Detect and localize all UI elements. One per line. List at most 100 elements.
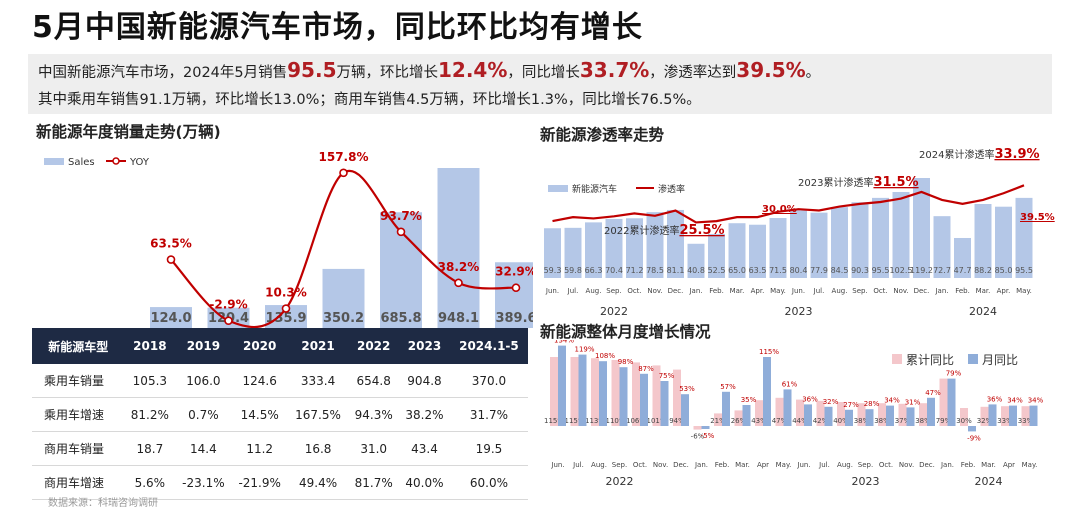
bar-monthly [660, 381, 669, 426]
table-cell: 19.5 [449, 431, 528, 466]
bar-label: 135.9 [265, 311, 306, 326]
bar-cumulative [1001, 406, 1009, 426]
bar-nev [933, 216, 951, 278]
table-header-cell: 2020 [231, 328, 288, 364]
x-tick-label: Nov. [899, 461, 914, 469]
bar-cumulative [734, 410, 743, 426]
legend-marker-yoy [112, 157, 120, 165]
bar-cumulative [939, 378, 948, 426]
bar-nev [974, 204, 992, 278]
bar-label: 59.8 [564, 266, 582, 275]
x-tick-label: Jul. [813, 287, 825, 295]
page-title: 5月中国新能源汽车市场，同比环比均有增长 [32, 10, 643, 45]
table-cell: 81.2% [124, 397, 176, 432]
yoy-label: 157.8% [319, 150, 369, 164]
x-tick-label: Apr. [997, 287, 1011, 295]
bar-monthly [599, 361, 607, 426]
x-tick-label: Jan. [940, 461, 954, 469]
bar-cumulative [1021, 406, 1030, 426]
bar-cumulative [796, 399, 804, 426]
penetration-annotation: 30.0% [762, 204, 797, 215]
x-tick-label: Nov. [653, 461, 668, 469]
table-cell: 31.7% [449, 397, 528, 432]
bar-label: 85.0 [995, 266, 1013, 275]
bar-cumulative [714, 413, 722, 426]
bar-label: 34% [1007, 397, 1023, 405]
bar-monthly [558, 345, 566, 426]
table-cell: 31.0 [348, 431, 400, 466]
x-tick-label: May. [1022, 461, 1038, 469]
bar-label: 119.2 [910, 266, 933, 275]
bar-label: 115% [564, 417, 584, 425]
x-tick-label: Mar. [976, 287, 991, 295]
bar-label: 61% [782, 380, 798, 388]
year-label: 2022 [600, 305, 628, 318]
bar-cumulative [898, 403, 907, 426]
penetration-line [552, 184, 1025, 224]
x-tick-label: Apr. [751, 287, 765, 295]
table-header-cell: 2022 [348, 328, 400, 364]
table-header-cell: 2024.1-5 [449, 328, 528, 364]
x-tick-label: Jan. [694, 461, 708, 469]
bar-nev [769, 218, 787, 278]
bar-label: 124.0 [150, 311, 191, 326]
x-tick-label: Dec. [914, 287, 930, 295]
summary-text: ，渗透率达到 [649, 65, 737, 81]
bar-label: 59.3 [544, 266, 562, 275]
table-cell: 38.2% [399, 397, 450, 432]
bar-label: 40.8 [687, 266, 705, 275]
bar-label: 115% [544, 417, 564, 425]
bar-cumulative [857, 403, 866, 426]
x-tick-label: May. [776, 461, 792, 469]
yoy-marker [281, 304, 291, 313]
table-cell: 124.6 [231, 364, 288, 398]
bar-label: 34% [1028, 397, 1044, 405]
bar-label: 38% [874, 417, 890, 425]
table-header-cell: 2023 [399, 328, 450, 364]
table-cell: 14.5% [231, 397, 288, 432]
x-tick-label: Oct. [633, 461, 647, 469]
bar-monthly [763, 357, 771, 426]
bar-label: 113% [585, 417, 605, 425]
table-cell: 60.0% [449, 465, 528, 500]
yoy-marker [454, 278, 463, 288]
table-cell: 167.5% [287, 397, 349, 432]
table-row: 商用车增速 5.6% -23.1% -21.9% 49.4% 81.7% 40.0% 60.0… [32, 465, 528, 500]
bar-nev [954, 237, 971, 278]
bar-label: 36% [987, 395, 1003, 403]
bar-label: 95.5 [872, 266, 890, 275]
bar-nev [544, 228, 561, 278]
table-row: 乘用车销量 105.3 106.0 124.6 333.4 654.8 904.8 370.0 [32, 364, 528, 398]
x-tick-label: Aug. [586, 287, 602, 295]
table-cell: 5.6% [124, 465, 176, 500]
yoy-value: 33.7% [579, 58, 650, 82]
bar-label: 36% [802, 395, 818, 403]
x-tick-label: Sep. [852, 287, 867, 295]
x-tick-label: Jul. [818, 461, 830, 469]
bar-label: 57% [720, 383, 736, 391]
bar-label: -9% [967, 434, 981, 442]
yoy-marker [396, 227, 406, 237]
bar-monthly [845, 409, 853, 426]
bar-label: 32% [823, 398, 839, 406]
x-tick-label: Aug. [832, 287, 848, 295]
x-tick-label: Aug. [591, 461, 607, 469]
penetration-annotation: 2024累计渗透率33.9% [919, 147, 1040, 162]
bar-label: 32% [977, 417, 993, 425]
x-tick-label: Nov. [647, 287, 662, 295]
bar-label: 98% [618, 358, 634, 366]
yoy-label: 32.9% [495, 265, 533, 279]
x-tick-label: Sep. [858, 461, 873, 469]
row-label: 乘用车增速 [32, 397, 125, 432]
bar-nev [646, 212, 664, 278]
x-tick-label: Mar. [981, 461, 996, 469]
bar-label: 72.7 [933, 266, 951, 275]
bar-nev [872, 197, 889, 278]
bar-cumulative [591, 358, 599, 426]
bar-nev [913, 178, 930, 278]
bar-label: 42% [813, 417, 829, 425]
bar-monthly [1009, 405, 1017, 426]
x-tick-label: Sep. [612, 461, 627, 469]
bar-nev [1015, 197, 1033, 278]
bar-monthly [947, 378, 956, 426]
